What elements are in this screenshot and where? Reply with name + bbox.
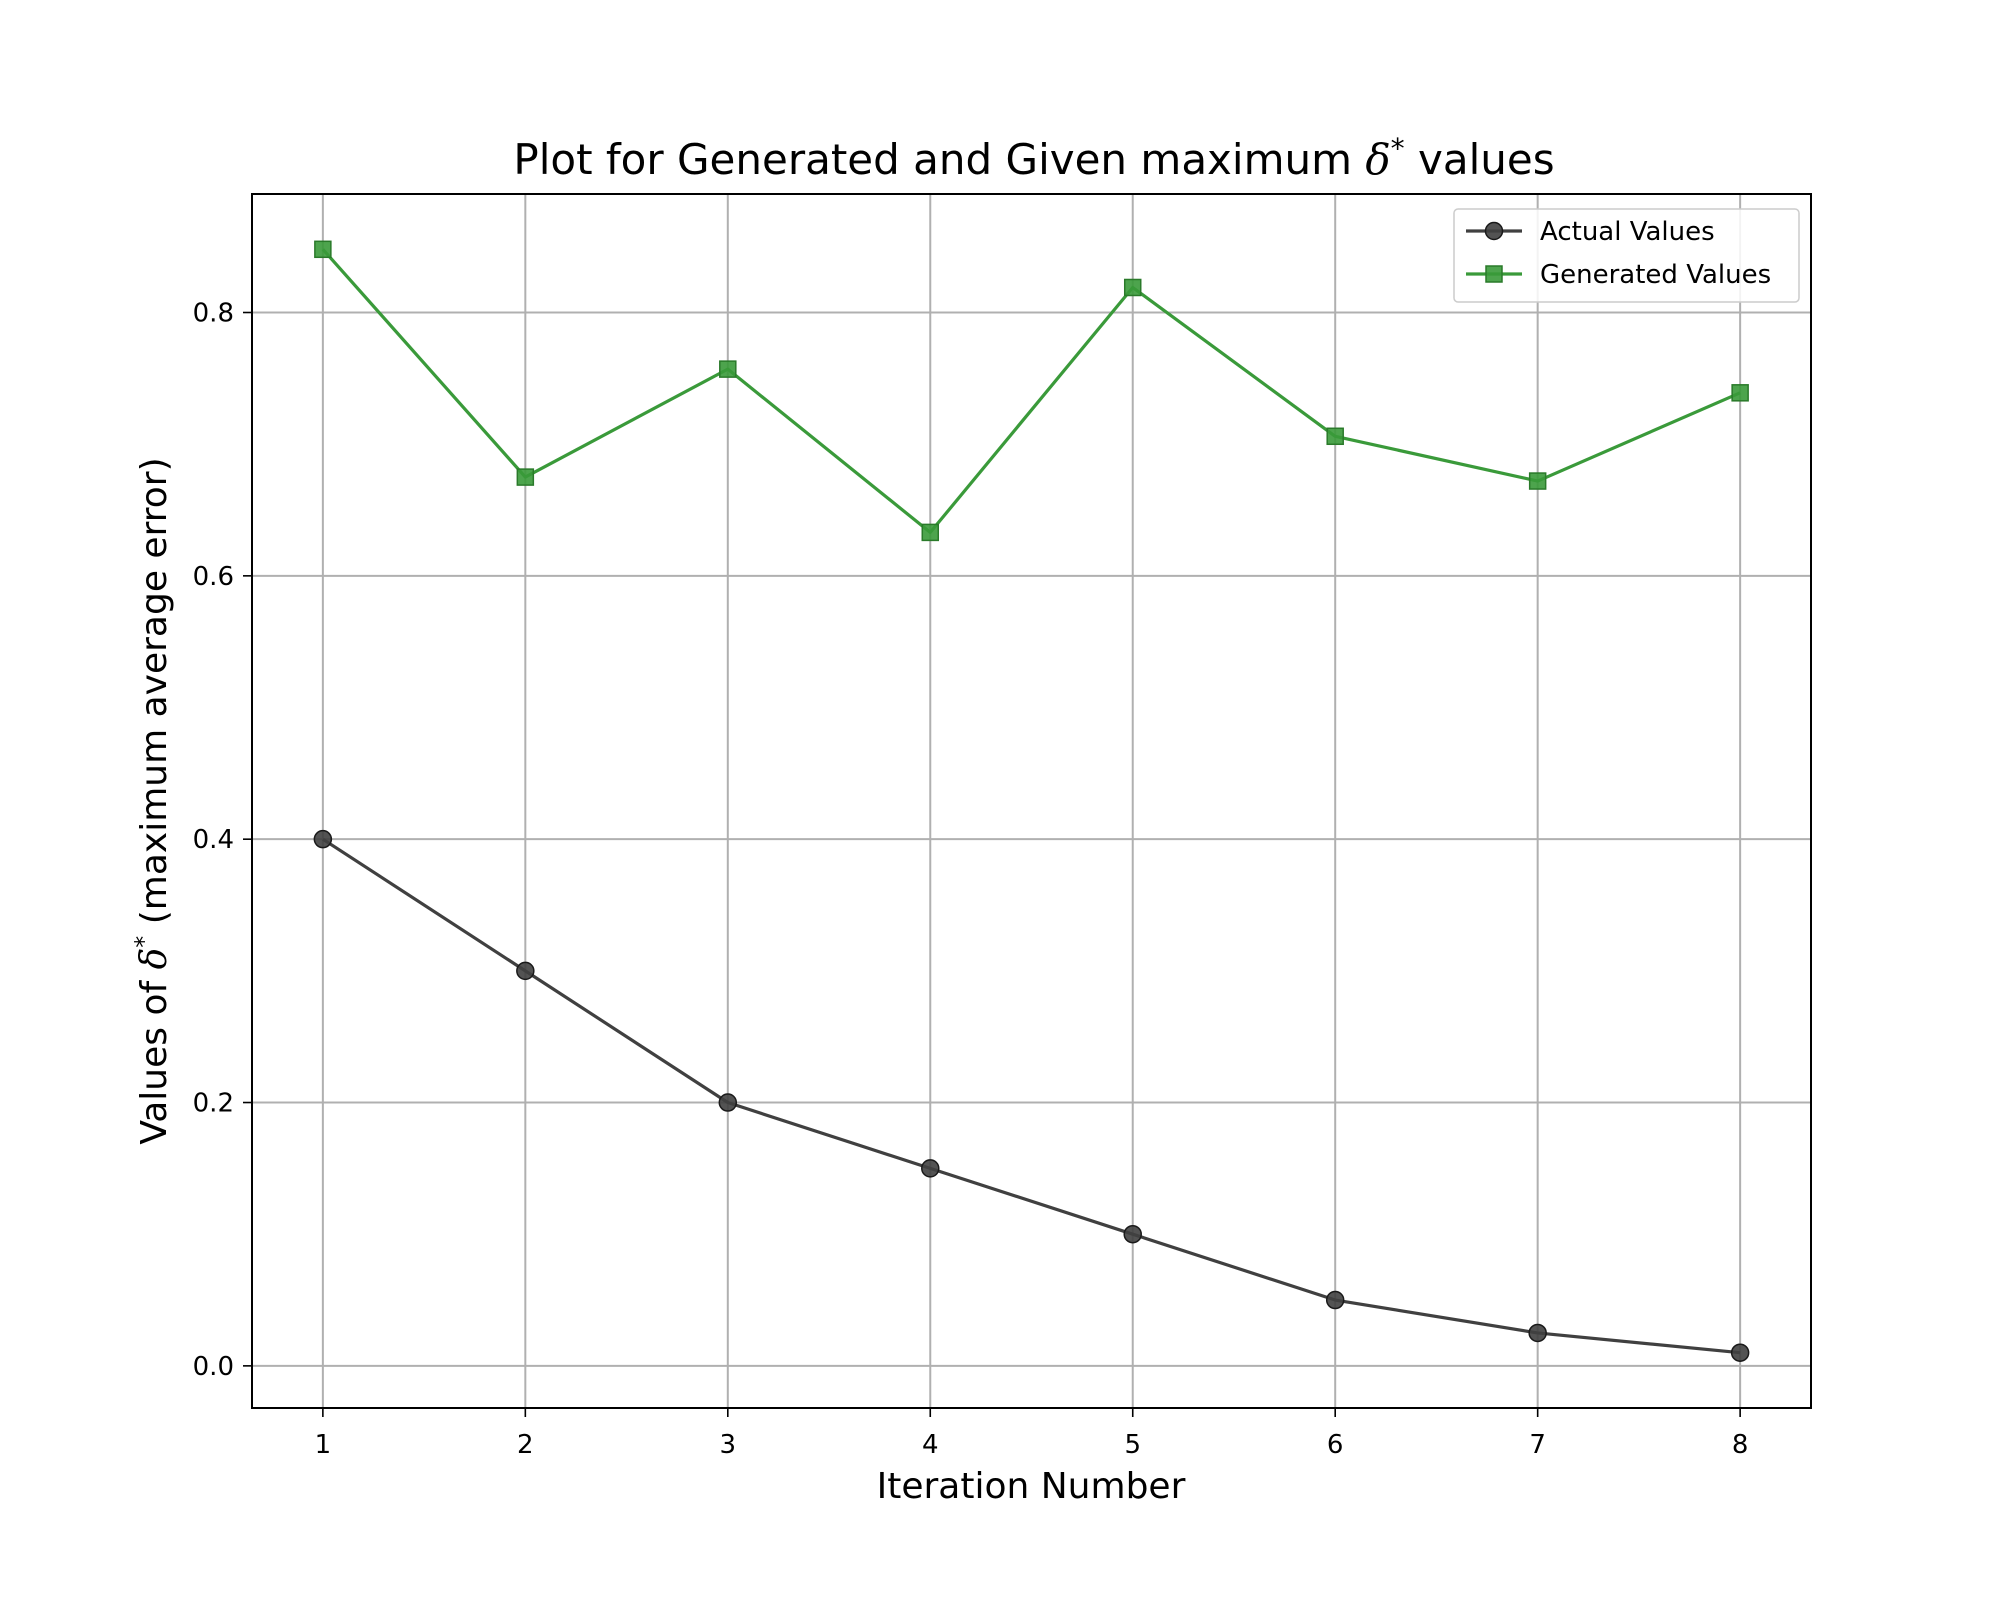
y-tick-label: 0.0 xyxy=(193,1352,234,1382)
legend-swatch-marker xyxy=(1484,221,1504,241)
y-axis-label: Values of δ* (maximum average error) xyxy=(130,457,175,1144)
x-tick-label: 2 xyxy=(517,1430,534,1460)
data-point-circle xyxy=(1123,1224,1142,1244)
x-tick-label: 5 xyxy=(1124,1430,1141,1460)
series-layer xyxy=(313,240,1750,1362)
series-line xyxy=(321,837,1741,1355)
y-tick-label: 0.2 xyxy=(193,1089,234,1119)
data-point-circle xyxy=(516,961,535,981)
data-point-circle xyxy=(1528,1323,1547,1343)
x-tick-label: 7 xyxy=(1529,1430,1546,1460)
x-tick-label: 4 xyxy=(922,1430,939,1460)
x-tick-label: 6 xyxy=(1327,1430,1344,1460)
legend-box xyxy=(1453,208,1800,303)
axis-ticks: 1 2 3 4 5 6 7 8 0.0 0.2 0.4 0.6 0.8 xyxy=(193,299,1749,1460)
data-point-circle xyxy=(1730,1343,1750,1362)
legend-swatch-marker xyxy=(1485,265,1503,283)
y-tick-label: 0.4 xyxy=(193,825,234,855)
data-point-circle xyxy=(718,1093,738,1112)
data-point-square xyxy=(314,240,332,259)
x-tick-label: 1 xyxy=(315,1430,332,1460)
data-point-square xyxy=(1123,278,1142,297)
x-tick-label: 3 xyxy=(720,1430,737,1460)
data-point-circle xyxy=(921,1159,940,1178)
y-tick-label: 0.6 xyxy=(193,562,234,592)
legend-entry-label: Generated Values xyxy=(1540,260,1771,290)
data-point-circle xyxy=(313,829,333,849)
data-point-square xyxy=(1528,472,1547,490)
chart-title: Plot for Generated and Given maximum δ* … xyxy=(513,132,1554,184)
data-point-square xyxy=(1731,384,1749,402)
plot-frame xyxy=(251,193,1812,1409)
legend-entry-label: Actual Values xyxy=(1540,217,1715,247)
data-point-circle xyxy=(1325,1290,1345,1310)
data-point-square xyxy=(516,468,535,486)
data-point-square xyxy=(921,523,940,542)
data-point-square xyxy=(719,360,737,378)
y-tick-label: 0.8 xyxy=(193,299,234,329)
series-line xyxy=(321,248,1741,534)
grid xyxy=(252,194,1811,1408)
x-axis-label: Iteration Number xyxy=(877,1466,1186,1507)
data-point-square xyxy=(1326,427,1344,446)
legend: Actual Values Generated Values xyxy=(1453,208,1800,303)
x-tick-label: 8 xyxy=(1732,1430,1749,1460)
